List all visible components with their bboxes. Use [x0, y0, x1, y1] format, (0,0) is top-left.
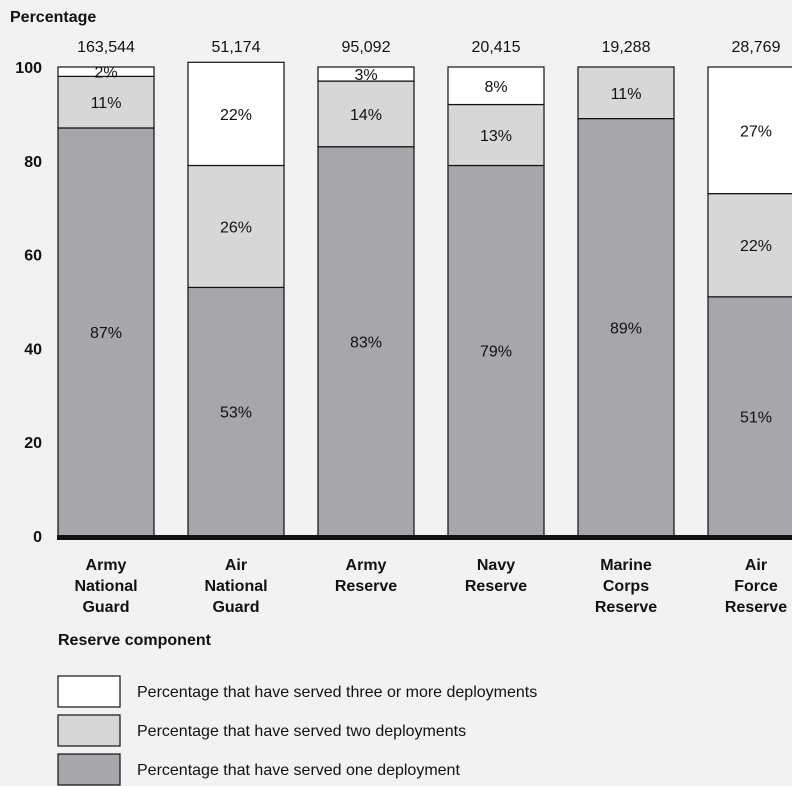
bar-segment: [317, 146, 415, 537]
x-axis-label: Reserve component: [58, 632, 212, 649]
data-label: 79%: [480, 344, 512, 361]
legend-swatch: [57, 714, 121, 747]
bar-total-label: 163,544: [77, 39, 135, 56]
data-label: 51%: [740, 409, 772, 426]
x-category-label: Air: [745, 557, 767, 574]
data-label: 89%: [610, 320, 642, 337]
bar-segment: [187, 286, 285, 537]
x-category-label: Navy: [477, 557, 515, 574]
bar-segment: [447, 66, 545, 106]
x-category-label: Reserve: [335, 578, 397, 595]
legend-label: Percentage that have served one deployme…: [137, 762, 460, 779]
bar-segment: [317, 66, 415, 82]
x-category-label: Army: [346, 557, 387, 574]
bar-segment: [447, 103, 545, 167]
x-category-label: Reserve: [595, 599, 657, 616]
data-label: 83%: [350, 334, 382, 351]
data-label: 11%: [91, 95, 122, 112]
data-label: 87%: [90, 325, 122, 342]
data-label: 26%: [220, 219, 252, 236]
x-category-label: Air: [225, 557, 247, 574]
data-label: 22%: [740, 238, 772, 255]
x-category-label: Guard: [212, 599, 259, 616]
x-category-label: Reserve: [725, 599, 787, 616]
bar-segment: [707, 66, 792, 195]
bar-total-label: 20,415: [472, 39, 521, 56]
bar-segment: [577, 66, 675, 120]
legend-label: Percentage that have served two deployme…: [137, 723, 466, 740]
data-label: 22%: [220, 107, 252, 124]
x-category-label: Marine: [600, 557, 652, 574]
bar-segment: [57, 75, 155, 129]
bar-total-label: 28,769: [732, 39, 781, 56]
y-tick-label: 60: [24, 248, 42, 265]
legend-swatch: [57, 675, 121, 708]
x-category-label: Army: [86, 557, 127, 574]
bar-segment: [317, 80, 415, 148]
y-tick-label: 80: [24, 154, 42, 171]
legend-label: Percentage that have served three or mor…: [137, 684, 537, 701]
data-label: 53%: [220, 405, 252, 422]
legend-swatch: [57, 753, 121, 786]
y-tick-label: 100: [15, 60, 42, 77]
bar-segment: [187, 61, 285, 167]
bar-total-label: 95,092: [342, 39, 391, 56]
data-label: 11%: [611, 86, 642, 103]
x-category-label: National: [74, 578, 137, 595]
data-label: 13%: [480, 128, 512, 145]
data-label: 27%: [740, 123, 772, 140]
data-label: 8%: [484, 79, 507, 96]
y-tick-label: 0: [33, 529, 42, 546]
bar-segment: [57, 66, 155, 77]
data-label: 3%: [354, 67, 377, 84]
bar-total-label: 51,174: [212, 39, 261, 56]
bar-segment: [577, 117, 675, 537]
x-axis-line: [57, 535, 792, 540]
y-tick-label: 20: [24, 435, 42, 452]
x-category-label: Reserve: [465, 578, 527, 595]
bar-segment: [187, 164, 285, 289]
x-category-label: Corps: [603, 578, 649, 595]
data-label: 2%: [94, 65, 117, 82]
x-category-label: Guard: [82, 599, 129, 616]
data-label: 14%: [350, 107, 382, 124]
bar-total-label: 19,288: [602, 39, 651, 56]
x-category-label: National: [204, 578, 267, 595]
x-category-label: Force: [734, 578, 778, 595]
y-tick-label: 40: [24, 341, 42, 358]
bar-segment: [57, 127, 155, 537]
y-axis-label: Percentage: [10, 9, 96, 26]
